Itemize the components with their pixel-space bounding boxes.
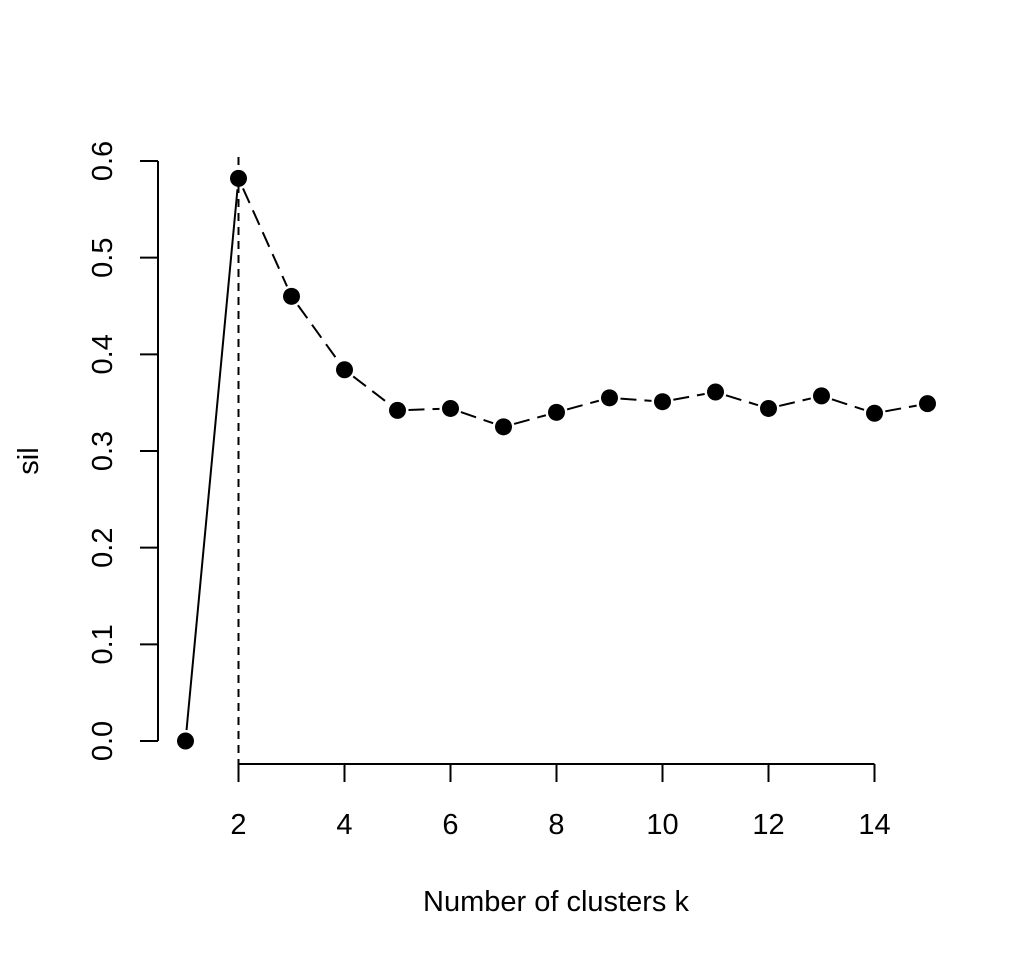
series-line-segment — [185, 189, 239, 731]
x-tick-label: 12 — [752, 809, 784, 841]
series-line-segment — [725, 394, 759, 407]
series-line-segment — [620, 397, 652, 402]
data-point — [866, 404, 883, 422]
x-tick-label: 10 — [646, 809, 678, 841]
data-point — [654, 393, 671, 411]
series-line-segment — [673, 393, 705, 401]
y-tick-label: 0.4 — [87, 334, 119, 374]
series-line-segment — [352, 375, 390, 405]
series-line-segment — [242, 188, 288, 287]
y-tick-label: 0.3 — [87, 431, 119, 471]
y-tick-label: 0.5 — [87, 237, 119, 277]
x-tick-label: 2 — [230, 809, 246, 841]
data-point — [813, 387, 830, 405]
points-layer — [177, 169, 936, 750]
data-point — [283, 287, 300, 305]
y-axis-label: sil — [13, 447, 45, 474]
data-point — [442, 399, 459, 417]
series-line-segment — [778, 397, 812, 407]
data-point — [707, 383, 724, 401]
y-tick-label: 0.6 — [87, 141, 119, 181]
labels-layer: Number of clusters k sil — [13, 447, 689, 918]
data-point — [919, 395, 936, 413]
y-tick-label: 0.1 — [87, 624, 119, 664]
series-line-segment — [460, 411, 494, 425]
x-axis-label: Number of clusters k — [423, 886, 689, 918]
line-layer — [185, 157, 917, 764]
y-tick-label: 0.0 — [87, 721, 119, 761]
x-tick-label: 6 — [442, 809, 458, 841]
y-tick-label: 0.2 — [87, 527, 119, 567]
series-line-segment — [513, 414, 547, 425]
x-tick-label: 4 — [336, 809, 352, 841]
x-tick-label: 8 — [548, 809, 564, 841]
data-point — [336, 361, 353, 379]
data-point — [177, 732, 194, 750]
data-point — [601, 389, 618, 407]
data-point — [495, 418, 512, 436]
data-point — [548, 403, 565, 421]
series-line-segment — [831, 398, 865, 411]
series-line-segment — [885, 404, 917, 413]
series-line-segment — [408, 407, 440, 411]
data-point — [760, 399, 777, 417]
data-point — [389, 401, 406, 419]
axes-layer: 0.0 0.1 0.2 0.3 0.4 0.5 0.6 2 4 6 8 10 12 14 — [87, 141, 891, 841]
x-tick-label: 14 — [858, 809, 890, 841]
series-line-segment — [297, 304, 339, 362]
data-point — [230, 169, 247, 187]
series-line-segment — [566, 399, 600, 411]
